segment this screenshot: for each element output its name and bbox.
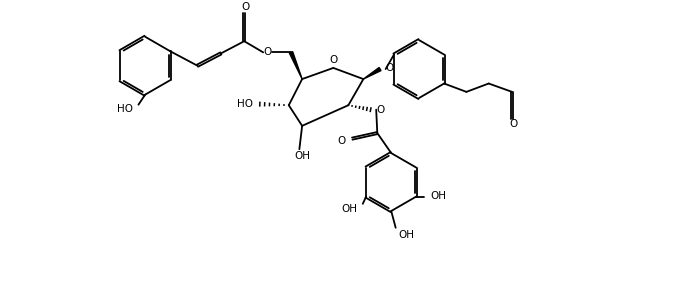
Text: O: O — [329, 55, 337, 65]
Text: HO: HO — [117, 104, 133, 114]
Text: OH: OH — [430, 191, 447, 201]
Polygon shape — [363, 67, 381, 79]
Text: O: O — [263, 47, 272, 57]
Text: O: O — [242, 2, 250, 12]
Text: O: O — [386, 63, 394, 73]
Text: O: O — [509, 119, 517, 129]
Text: OH: OH — [294, 151, 310, 161]
Text: O: O — [376, 105, 384, 115]
Text: HO: HO — [237, 99, 252, 108]
Text: OH: OH — [398, 230, 414, 240]
Polygon shape — [289, 52, 302, 79]
Text: O: O — [337, 136, 345, 146]
Text: OH: OH — [342, 204, 358, 214]
